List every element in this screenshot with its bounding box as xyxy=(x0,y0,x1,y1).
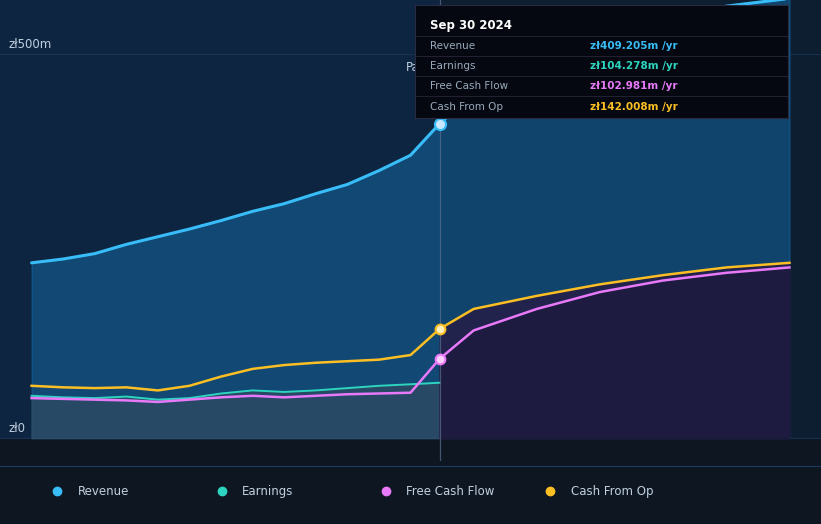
Text: zł409.205m /yr: zł409.205m /yr xyxy=(590,41,678,51)
Text: Cash From Op: Cash From Op xyxy=(571,485,653,498)
Bar xyxy=(0,0,439,438)
Text: Free Cash Flow: Free Cash Flow xyxy=(406,485,495,498)
Text: Revenue: Revenue xyxy=(429,41,475,51)
Text: zł500m: zł500m xyxy=(9,38,52,51)
Bar xyxy=(439,0,821,438)
Text: Analysts Forecasts: Analysts Forecasts xyxy=(448,61,558,74)
Text: Free Cash Flow: Free Cash Flow xyxy=(429,81,507,91)
Text: zł102.981m /yr: zł102.981m /yr xyxy=(590,81,677,91)
Text: zł104.278m /yr: zł104.278m /yr xyxy=(590,61,678,71)
Text: Past: Past xyxy=(406,61,431,74)
Text: Earnings: Earnings xyxy=(429,61,475,71)
Text: Revenue: Revenue xyxy=(78,485,130,498)
Text: zł142.008m /yr: zł142.008m /yr xyxy=(590,102,678,112)
Text: zł0: zł0 xyxy=(9,422,25,435)
Text: Cash From Op: Cash From Op xyxy=(429,102,502,112)
Text: Sep 30 2024: Sep 30 2024 xyxy=(429,19,511,32)
Text: Earnings: Earnings xyxy=(242,485,294,498)
